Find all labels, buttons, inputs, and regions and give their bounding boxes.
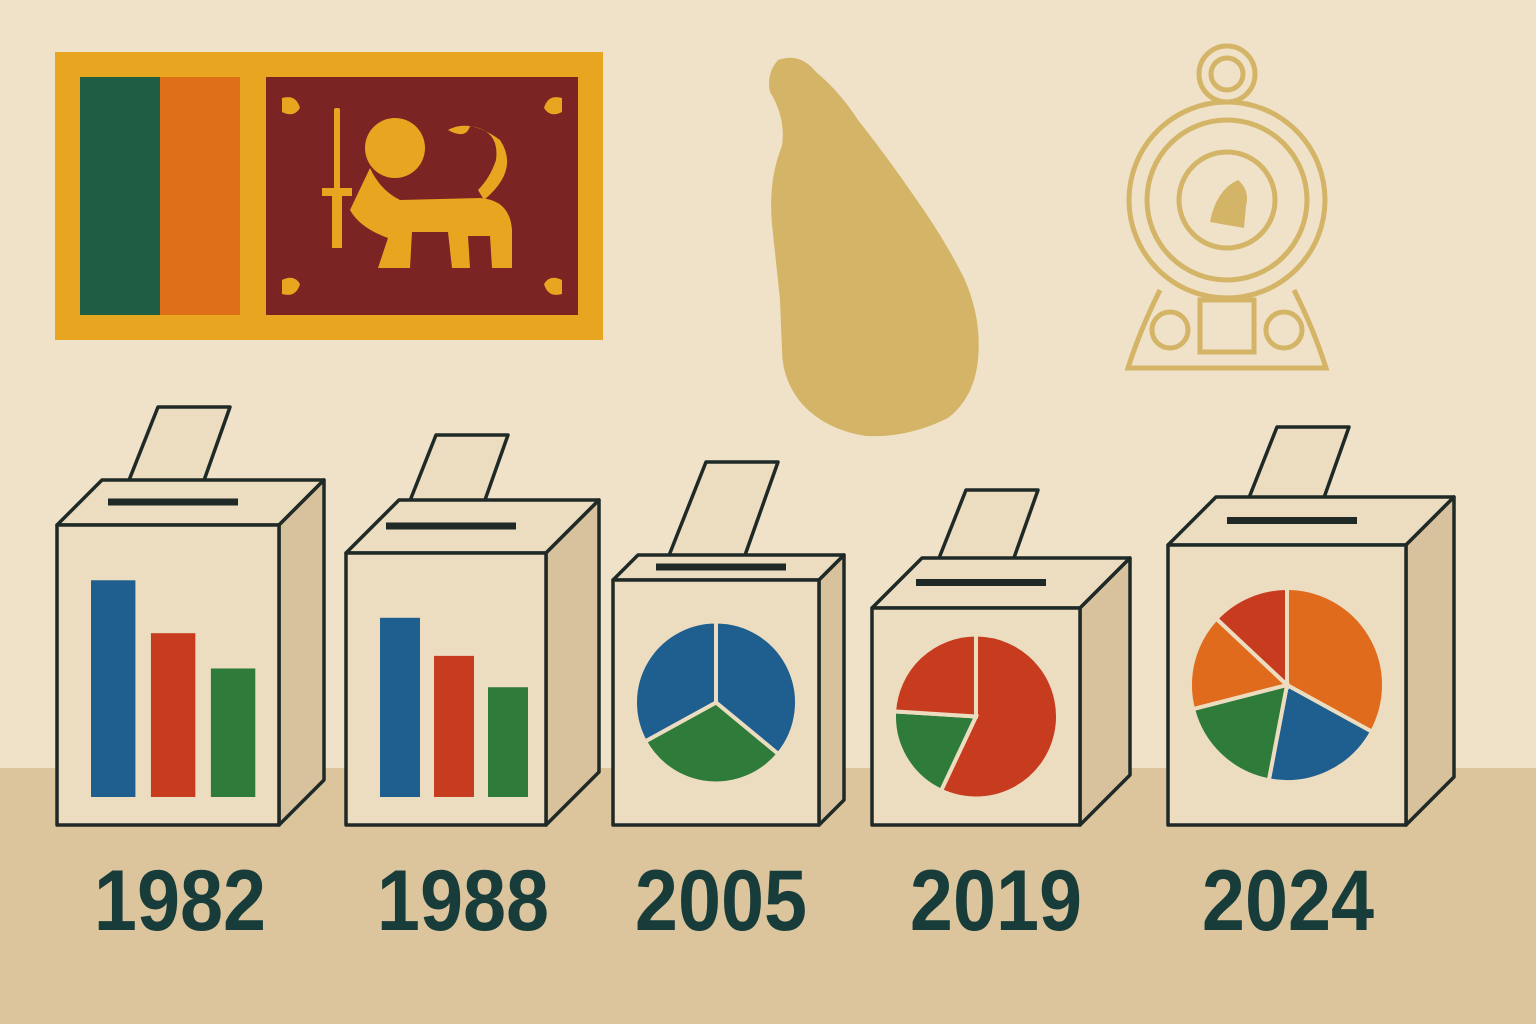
pie-slice-2 xyxy=(892,709,980,794)
ballot-slot xyxy=(1227,517,1357,524)
year-label-1982: 1982 xyxy=(93,853,267,949)
pie-slice-2 xyxy=(642,700,782,786)
pie-slice-2 xyxy=(1266,681,1375,784)
pie-slice-1 xyxy=(938,632,1060,801)
ballot-box-2005 xyxy=(611,460,846,827)
ballot-box-1988 xyxy=(344,433,601,827)
year-label-1988: 1988 xyxy=(376,853,550,949)
box-side xyxy=(544,498,601,827)
bar-1 xyxy=(380,617,420,797)
pie-slice-4 xyxy=(1188,615,1292,712)
ballot-slot xyxy=(386,522,516,530)
box-side xyxy=(817,553,846,827)
bo-leaf-icon xyxy=(282,97,562,295)
pie-slice-5 xyxy=(1213,585,1289,690)
bar-2 xyxy=(150,633,196,797)
ballot-box-2019 xyxy=(870,488,1132,827)
box-side xyxy=(277,478,326,827)
bar-2 xyxy=(434,655,474,797)
ballot-slot xyxy=(916,579,1046,586)
ballot-paper xyxy=(666,460,780,560)
bar-1 xyxy=(91,580,136,797)
pie-slice-3 xyxy=(1190,682,1290,783)
sri-lanka-flag xyxy=(55,52,603,340)
ballot-box-2024 xyxy=(1166,425,1456,827)
sri-lanka-map xyxy=(769,57,979,437)
bar-3 xyxy=(488,687,528,797)
box-side xyxy=(1404,495,1456,827)
pie-slice-3 xyxy=(633,619,718,745)
year-label-2024: 2024 xyxy=(1201,853,1375,949)
pie-slice-1 xyxy=(1285,585,1386,735)
ballot-box-1982 xyxy=(55,405,326,827)
sri-lanka-emblem xyxy=(1124,43,1330,371)
pie-slice-3 xyxy=(892,632,978,719)
bar-3 xyxy=(210,668,256,797)
lion-icon xyxy=(322,108,512,268)
year-label-2019: 2019 xyxy=(909,853,1083,949)
ballot-slot xyxy=(656,563,786,571)
box-side xyxy=(1078,556,1132,827)
year-label-2005: 2005 xyxy=(634,853,808,949)
pie-slice-1 xyxy=(714,619,799,757)
ballot-slot xyxy=(108,498,238,506)
